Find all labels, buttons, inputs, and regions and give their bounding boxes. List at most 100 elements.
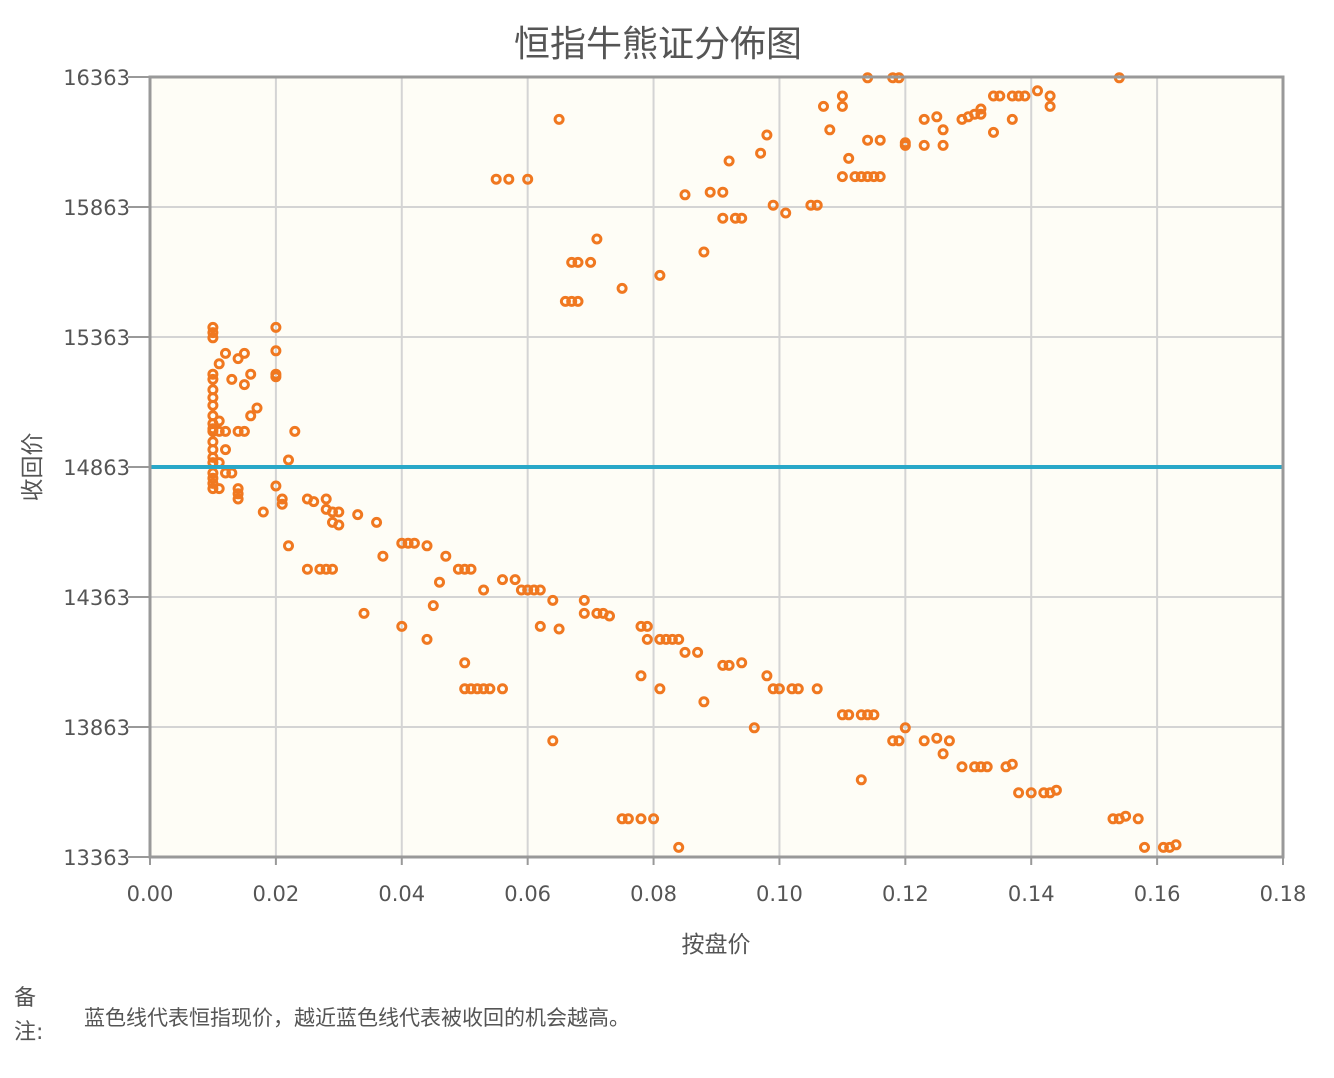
data-point — [981, 761, 993, 773]
data-point — [213, 415, 225, 427]
data-point — [503, 173, 515, 185]
data-point — [1132, 813, 1144, 825]
data-point — [755, 147, 767, 159]
data-point — [943, 735, 955, 747]
data-point — [396, 537, 408, 549]
data-point — [1019, 90, 1031, 102]
y-tick-label: 13363 — [63, 846, 130, 870]
plot-border — [148, 75, 1285, 859]
data-point — [635, 670, 647, 682]
data-point — [887, 735, 899, 747]
data-point — [975, 108, 987, 120]
data-point — [811, 683, 823, 695]
data-point — [585, 256, 597, 268]
data-point — [220, 347, 231, 359]
data-point — [931, 732, 943, 744]
data-point — [767, 683, 779, 695]
data-point — [320, 563, 332, 575]
data-point — [773, 683, 785, 695]
data-point — [452, 563, 464, 575]
data-point — [207, 425, 219, 437]
data-point — [660, 633, 672, 645]
data-point — [893, 735, 905, 747]
data-point — [698, 696, 710, 708]
data-point — [320, 493, 332, 505]
data-point — [207, 332, 219, 344]
data-point — [1006, 758, 1018, 770]
data-point — [352, 509, 364, 521]
x-tick-label: 0.02 — [253, 882, 300, 906]
x-axis-label: 按盘价 — [682, 932, 751, 958]
data-point — [213, 483, 225, 495]
data-point — [899, 139, 911, 151]
data-point — [245, 410, 257, 422]
data-point — [761, 129, 773, 141]
data-point — [459, 563, 471, 575]
footnote: 备注: 蓝色线代表恒指现价，越近蓝色线代表被收回的机会越高。 — [14, 982, 1314, 1052]
data-point — [836, 100, 848, 112]
data-point — [232, 483, 244, 495]
data-point — [490, 173, 502, 185]
data-point — [572, 295, 584, 307]
data-point — [969, 108, 981, 120]
data-point — [673, 841, 685, 853]
data-point — [994, 90, 1006, 102]
data-point — [528, 584, 540, 596]
data-point — [622, 813, 634, 825]
data-point — [238, 347, 250, 359]
data-point — [207, 477, 219, 489]
data-point — [1139, 841, 1150, 853]
data-point — [849, 171, 861, 183]
y-tick-label: 14363 — [63, 586, 130, 610]
data-point — [283, 454, 294, 466]
data-point — [918, 113, 930, 125]
data-point — [270, 345, 282, 357]
data-point — [836, 90, 848, 102]
data-point — [232, 488, 244, 500]
data-point — [937, 124, 949, 136]
data-point — [509, 574, 521, 586]
data-point — [534, 584, 546, 596]
y-tick-label: 14863 — [63, 456, 130, 480]
data-point — [534, 620, 546, 632]
data-point — [868, 709, 880, 721]
data-point — [969, 761, 981, 773]
data-point — [780, 207, 792, 219]
data-point — [673, 633, 685, 645]
data-point — [478, 683, 490, 695]
data-point — [874, 134, 886, 146]
data-point — [358, 607, 370, 619]
data-point — [1120, 810, 1132, 822]
data-point — [616, 282, 628, 294]
data-point — [207, 483, 219, 495]
data-point — [862, 134, 874, 146]
data-point — [988, 126, 999, 138]
data-point — [1107, 813, 1119, 825]
data-point — [402, 537, 414, 549]
data-point — [975, 103, 987, 115]
data-point — [641, 620, 653, 632]
data-point — [635, 813, 647, 825]
x-tick-label: 0.14 — [1008, 882, 1055, 906]
data-point — [232, 353, 244, 365]
data-point — [786, 683, 798, 695]
data-point — [767, 199, 779, 211]
data-point — [207, 399, 219, 411]
data-point — [723, 659, 735, 671]
data-point — [220, 425, 231, 437]
y-tick-label: 15363 — [63, 326, 130, 350]
data-point — [572, 256, 584, 268]
data-point — [566, 295, 578, 307]
data-point — [440, 550, 452, 562]
data-point — [591, 233, 603, 245]
data-point — [843, 709, 855, 721]
data-point — [566, 256, 578, 268]
scatter-chart: 恒指牛熊证分佈图 0.00 0.02 0.04 0.06 0.08 0.10 0.12 0.1… — [20, 24, 1306, 958]
x-tick-label: 0.04 — [378, 882, 425, 906]
data-point — [396, 620, 408, 632]
data-point — [371, 516, 383, 528]
data-point — [843, 152, 855, 164]
data-point — [736, 657, 748, 669]
data-point — [408, 537, 420, 549]
data-points — [207, 72, 1182, 853]
